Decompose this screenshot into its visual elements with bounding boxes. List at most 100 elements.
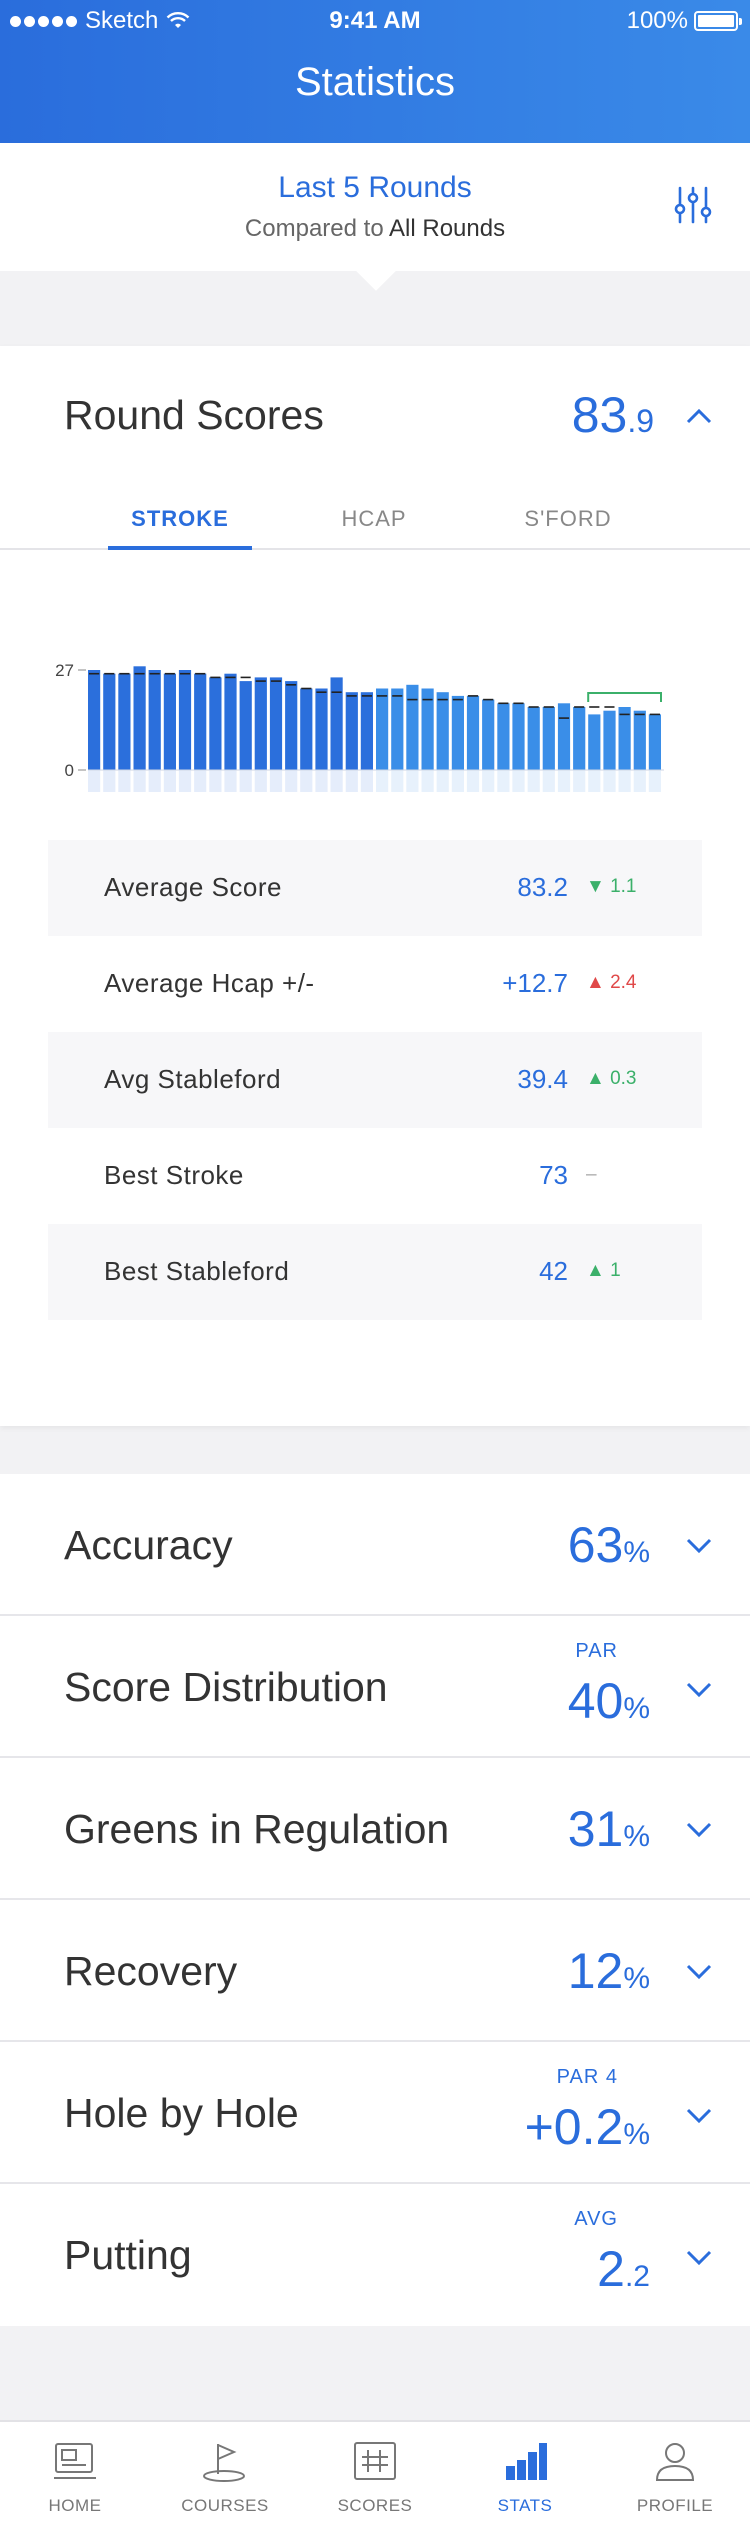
- stats-sections-list: Accuracy 63% Score Distribution PAR 40% Green…: [0, 1474, 750, 2326]
- tabbar-home-label: HOME: [48, 2496, 102, 2515]
- score-bar-reflection: [88, 770, 101, 792]
- stat-label: Best Stableford: [104, 1256, 290, 1286]
- page-title: Statistics: [294, 60, 456, 104]
- score-bar: [194, 673, 207, 770]
- tabbar-profile[interactable]: PROFILE: [600, 2422, 750, 2524]
- score-bar: [118, 673, 131, 770]
- score-bar-reflection: [573, 770, 586, 792]
- round-stats-list: Average Score 83.2 ▼ 1.1 Average Hcap +/- +1…: [48, 840, 702, 1320]
- round-scores-chart: 27 0: [55, 661, 664, 792]
- home-icon: [54, 2443, 96, 2479]
- compared-prefix: Compared to: [244, 215, 384, 242]
- score-bar-reflection: [497, 770, 510, 792]
- score-bar-reflection: [406, 770, 419, 792]
- tabbar-home[interactable]: HOME: [0, 2422, 150, 2524]
- section-name: Accuracy: [64, 1522, 233, 1568]
- round-filter[interactable]: Last 5 Rounds Compared to All Rounds: [0, 143, 750, 291]
- score-bar: [497, 703, 510, 770]
- profile-icon: [655, 2443, 695, 2481]
- chevron-down-icon[interactable]: [684, 1814, 714, 1844]
- section-name: Greens in Regulation: [64, 1806, 450, 1852]
- score-bar-reflection: [224, 770, 237, 792]
- score-bar-reflection: [300, 770, 313, 792]
- chevron-up-icon[interactable]: [684, 402, 714, 432]
- stat-row: Average Score 83.2 ▼ 1.1: [48, 840, 702, 936]
- round-scores-title[interactable]: Round Scores: [64, 392, 324, 438]
- score-bar: [360, 692, 373, 770]
- score-bar: [133, 666, 146, 770]
- stat-value: 83.2: [517, 872, 568, 902]
- section-row[interactable]: Hole by Hole PAR 4 +0.2%: [0, 2042, 750, 2184]
- tab-hcap[interactable]: HCAP: [341, 506, 407, 531]
- score-bar-reflection: [148, 770, 161, 792]
- score-bar: [466, 695, 480, 770]
- round-scores-value-main: 83: [571, 387, 628, 443]
- score-bar: [376, 688, 389, 770]
- chevron-down-icon[interactable]: [684, 2242, 714, 2272]
- tabbar-scores[interactable]: SCORES: [300, 2422, 450, 2524]
- score-bar-reflection: [512, 770, 525, 792]
- section-name: Score Distribution: [64, 1664, 388, 1710]
- section-row[interactable]: Score Distribution PAR 40%: [0, 1616, 750, 1758]
- score-bar: [148, 670, 161, 770]
- round-scores-value-decimal: .9: [627, 403, 654, 439]
- tabbar-courses[interactable]: COURSES: [150, 2422, 300, 2524]
- score-bar: [648, 714, 661, 770]
- score-bar-reflection: [633, 770, 646, 792]
- section-value-unit: %: [623, 1536, 650, 1569]
- score-bar: [391, 688, 404, 770]
- section-caption: PAR 4: [556, 2066, 618, 2088]
- score-bar: [103, 673, 116, 770]
- section-row[interactable]: Putting AVG 2.2: [0, 2184, 750, 2326]
- tab-sford[interactable]: S'FORD: [524, 506, 612, 531]
- score-bar-reflection: [345, 770, 358, 792]
- score-bar: [269, 677, 283, 770]
- score-bar-reflection: [466, 770, 480, 792]
- battery-icon: [694, 11, 742, 31]
- score-bar-reflection: [376, 770, 389, 792]
- stat-delta: ▼ 1.1: [586, 876, 637, 897]
- score-bar: [527, 707, 540, 770]
- section-row[interactable]: Accuracy 63%: [0, 1474, 750, 1616]
- chevron-down-icon[interactable]: [684, 1956, 714, 1986]
- sliders-icon[interactable]: [674, 185, 712, 225]
- score-bar-reflection: [527, 770, 540, 792]
- section-row[interactable]: Recovery 12%: [0, 1900, 750, 2042]
- score-bar: [406, 684, 419, 770]
- tabbar-stats[interactable]: STATS: [450, 2422, 600, 2524]
- chevron-down-icon[interactable]: [684, 1674, 714, 1704]
- chevron-down-icon[interactable]: [684, 1530, 714, 1560]
- chevron-down-icon[interactable]: [684, 2100, 714, 2130]
- status-time: 9:41 AM: [329, 7, 421, 34]
- score-bar-reflection: [285, 770, 298, 792]
- section-value-unit: %: [623, 1692, 650, 1725]
- stat-row: Avg Stableford 39.4 ▲ 0.3: [48, 1032, 702, 1128]
- score-bar: [588, 714, 601, 770]
- section-value-main: 63: [567, 1517, 624, 1573]
- active-tab-indicator: [108, 546, 252, 550]
- score-bar: [285, 681, 298, 770]
- stat-row: Average Hcap +/- +12.7 ▲ 2.4: [48, 936, 702, 1032]
- tabbar-courses-label: COURSES: [181, 2496, 269, 2515]
- stat-label: Average Hcap +/-: [104, 968, 315, 998]
- score-bar-reflection: [315, 770, 328, 792]
- status-bar: Sketch 9:41 AM 100%: [0, 0, 750, 40]
- tab-stroke[interactable]: STROKE: [131, 506, 229, 531]
- filter-comparison: Compared to All Rounds: [0, 215, 750, 243]
- stat-value: 42: [539, 1256, 568, 1286]
- section-value-main: 40: [567, 1673, 624, 1729]
- stat-value: 73: [539, 1160, 568, 1190]
- score-bar-reflection: [421, 770, 434, 792]
- section-caption: AVG: [574, 2208, 618, 2230]
- section-name: Recovery: [64, 1948, 238, 1994]
- score-bar-reflection: [194, 770, 207, 792]
- section-name: Hole by Hole: [64, 2090, 299, 2136]
- score-bar: [436, 692, 449, 770]
- stat-row: Best Stableford 42 ▲ 1: [48, 1224, 702, 1320]
- stat-delta: ▲ 0.3: [586, 1068, 637, 1089]
- score-bar-reflection: [103, 770, 116, 792]
- section-row[interactable]: Greens in Regulation 31%: [0, 1758, 750, 1900]
- score-bar: [542, 707, 555, 770]
- section-value-main: 31: [567, 1801, 624, 1857]
- filter-range[interactable]: Last 5 Rounds: [278, 171, 472, 204]
